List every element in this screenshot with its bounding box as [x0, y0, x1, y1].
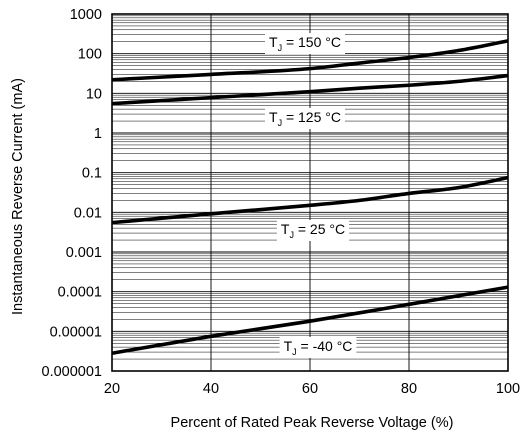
y-tick-label: 100: [78, 47, 102, 63]
series-line-1: [111, 39, 509, 82]
series-label-background: [276, 220, 350, 241]
series-layer: [111, 39, 509, 356]
y-tick-label: 0.0001: [58, 285, 102, 301]
series-label-4: TJ = -40 °C: [279, 337, 357, 358]
series-label-text: TJ = 125 °C: [269, 109, 341, 128]
plot-frame: [111, 13, 509, 372]
series-label-subscript: J: [278, 118, 283, 128]
y-tick-label: 0.00001: [50, 324, 102, 340]
series-label-text: TJ = -40 °C: [284, 338, 353, 357]
series-label-1: TJ = 150 °C: [265, 33, 345, 54]
y-tick-label: 1000: [70, 7, 102, 23]
x-tick-label: 40: [203, 381, 219, 397]
series-label-rest: = 25 °C: [294, 221, 345, 237]
series-label-rest: = 125 °C: [282, 109, 341, 125]
series-label-layer: TJ = 150 °CTJ = 125 °CTJ = 25 °CTJ = -40…: [265, 33, 357, 358]
x-tick-label: 60: [302, 381, 318, 397]
y-tick-label: 0.01: [74, 205, 102, 221]
series-label-subscript: J: [289, 230, 294, 240]
x-tick-labels: 20 40 60 80 100: [104, 381, 520, 397]
y-tick-label: 10: [86, 86, 102, 102]
series-label-subscript: J: [292, 347, 297, 357]
series-line-3: [111, 175, 509, 225]
series-label-text: TJ = 25 °C: [281, 221, 345, 240]
y-tick-label: 0.000001: [42, 364, 102, 380]
series-line-2: [111, 73, 509, 106]
y-tick-label: 0.001: [66, 245, 102, 261]
series-label-text: TJ = 150 °C: [269, 34, 341, 53]
y-tick-label: 1: [94, 126, 102, 142]
series-label-2: TJ = 125 °C: [265, 108, 345, 129]
x-axis-title: Percent of Rated Peak Reverse Voltage (%…: [171, 415, 454, 431]
series-label-subscript: J: [278, 43, 283, 53]
x-tick-label: 100: [496, 381, 520, 397]
grid-layer: [111, 13, 509, 372]
series-label-background: [265, 108, 345, 129]
series-line-4: [111, 285, 509, 356]
series-label-main: T: [269, 34, 278, 50]
y-tick-labels: 0.000001 0.00001 0.0001 0.001 0.01 0.1 1 10 100 1…: [42, 7, 102, 380]
series-label-background: [265, 33, 345, 54]
x-tick-label: 80: [401, 381, 417, 397]
y-axis-title: Instantaneous Reverse Current (mA): [10, 78, 26, 315]
x-tick-label: 20: [104, 381, 120, 397]
y-tick-label: 0.1: [82, 166, 102, 182]
series-label-rest: = -40 °C: [297, 338, 353, 354]
series-label-main: T: [269, 109, 278, 125]
series-label-rest: = 150 °C: [282, 34, 341, 50]
series-label-main: T: [284, 338, 293, 354]
series-label-background: [279, 337, 357, 358]
series-label-3: TJ = 25 °C: [276, 220, 350, 241]
series-label-main: T: [281, 221, 290, 237]
